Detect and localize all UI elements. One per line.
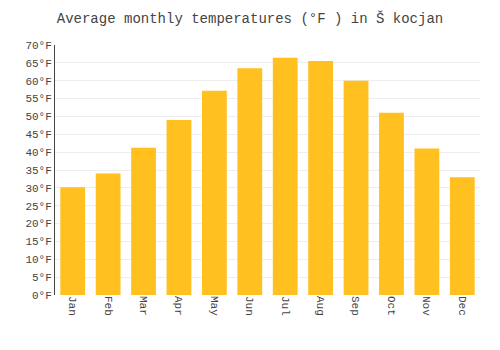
svg-text:65°F: 65°F <box>25 58 51 70</box>
svg-text:Jan: Jan <box>66 296 78 316</box>
svg-text:15°F: 15°F <box>25 236 51 248</box>
svg-text:Jun: Jun <box>243 296 255 316</box>
svg-text:Mar: Mar <box>137 296 149 316</box>
svg-text:Sep: Sep <box>349 296 361 316</box>
svg-text:35°F: 35°F <box>25 165 51 177</box>
svg-text:55°F: 55°F <box>25 93 51 105</box>
svg-text:30°F: 30°F <box>25 183 51 195</box>
svg-text:5°F: 5°F <box>32 272 52 284</box>
svg-text:Average monthly temperatures (: Average monthly temperatures (°F ) in Š … <box>57 10 443 27</box>
svg-text:Dec: Dec <box>456 296 468 316</box>
svg-text:Oct: Oct <box>385 296 397 316</box>
svg-text:Feb: Feb <box>102 296 114 316</box>
svg-text:10°F: 10°F <box>25 254 51 266</box>
svg-text:Jul: Jul <box>279 296 291 316</box>
svg-text:Aug: Aug <box>314 296 326 316</box>
svg-text:70°F: 70°F <box>25 40 51 52</box>
svg-text:20°F: 20°F <box>25 218 51 230</box>
svg-text:40°F: 40°F <box>25 147 51 159</box>
svg-text:Nov: Nov <box>420 296 432 316</box>
svg-text:45°F: 45°F <box>25 129 51 141</box>
svg-text:60°F: 60°F <box>25 76 51 88</box>
svg-text:May: May <box>208 296 220 316</box>
svg-text:0°F: 0°F <box>32 290 52 302</box>
svg-text:50°F: 50°F <box>25 111 51 123</box>
svg-text:25°F: 25°F <box>25 201 51 213</box>
svg-text:Apr: Apr <box>172 296 184 316</box>
